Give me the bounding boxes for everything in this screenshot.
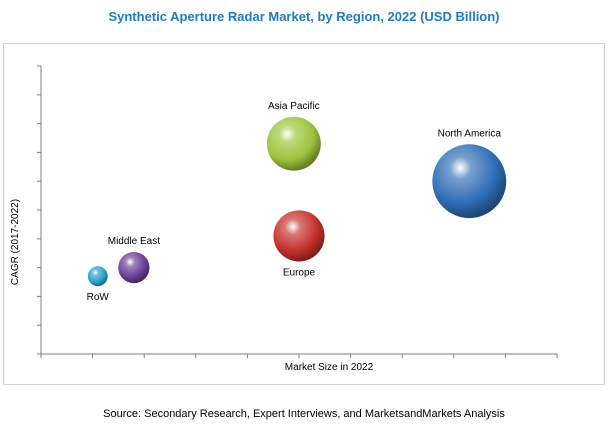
bubble-label-asia-pacific: Asia Pacific	[268, 101, 320, 112]
bubble-label-north-america: North America	[438, 128, 502, 139]
y-axis-title: CAGR (2017-2022)	[10, 199, 21, 285]
bubble-label-europe: Europe	[283, 267, 316, 278]
bubble-north-america	[432, 144, 507, 219]
bubble-chart: North America Asia Pacific Europe Middle Ea…	[10, 65, 558, 373]
axes	[37, 65, 558, 358]
bubbles	[87, 116, 507, 287]
bubble-europe	[273, 210, 325, 262]
source-note: Source: Secondary Research, Expert Inter…	[103, 408, 505, 420]
chart-frame: North America Asia Pacific Europe Middle Ea…	[3, 43, 605, 385]
bubble-asia-pacific	[266, 116, 321, 171]
bubble-label-row: RoW	[87, 292, 110, 303]
bubble-middle-east	[118, 251, 150, 284]
bubble-labels: North America Asia Pacific Europe Middle Ea…	[87, 101, 502, 303]
x-axis-title: Market Size in 2022	[285, 362, 374, 373]
bubble-label-middle-east: Middle East	[108, 236, 160, 247]
bubble-row	[87, 266, 108, 287]
chart-title: Synthetic Aperture Radar Market, by Regi…	[108, 9, 500, 24]
